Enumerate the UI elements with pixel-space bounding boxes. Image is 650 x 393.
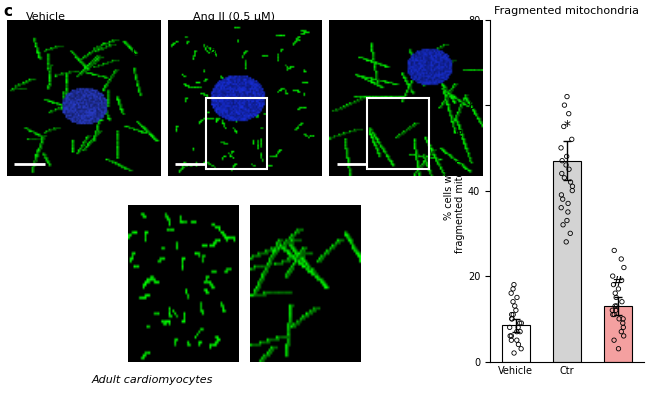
Point [611, 294, 621, 301]
Point [562, 217, 572, 224]
Text: Adult cardiomyocytes: Adult cardiomyocytes [92, 375, 213, 385]
Point [558, 123, 569, 130]
Point [567, 183, 578, 189]
Point [506, 311, 517, 318]
Point [607, 307, 618, 314]
Point [516, 320, 526, 326]
Point [506, 290, 516, 296]
Y-axis label: % cells with
fragmented mitochondria: % cells with fragmented mitochondria [443, 128, 465, 253]
Point [512, 329, 522, 335]
Point [508, 299, 518, 305]
Point [507, 316, 517, 322]
Point [610, 303, 620, 309]
Point [618, 324, 629, 331]
Point [506, 316, 517, 322]
Point [561, 162, 571, 168]
Text: Ang II (0.5 μM): Ang II (0.5 μM) [193, 12, 275, 22]
Point [564, 166, 574, 173]
Point [556, 145, 566, 151]
Point [505, 333, 515, 339]
Point [563, 200, 573, 207]
Point [613, 286, 623, 292]
Point [614, 345, 624, 352]
Point [557, 158, 567, 164]
Point [610, 290, 621, 296]
Point [608, 281, 619, 288]
Point [558, 222, 568, 228]
Point [556, 204, 566, 211]
Point [562, 153, 572, 160]
Point [514, 341, 524, 348]
Point [608, 273, 618, 279]
Point [508, 311, 519, 318]
Point [504, 324, 515, 331]
Point [561, 239, 571, 245]
Point [556, 171, 567, 177]
Bar [206, 98, 267, 169]
Point [516, 345, 526, 352]
Point [609, 247, 619, 253]
Point [619, 333, 629, 339]
Point [612, 303, 622, 309]
Point [564, 110, 574, 117]
Text: *: * [564, 119, 570, 133]
Point [515, 329, 525, 335]
Point [509, 350, 519, 356]
Text: Vehicle: Vehicle [25, 12, 66, 22]
Point [566, 179, 576, 185]
Bar [502, 325, 530, 362]
Text: $\beta$II$_{\rm V5\text{-}3}$: $\beta$II$_{\rm V5\text{-}3}$ [208, 47, 240, 61]
Point [609, 337, 619, 343]
Title: Fragmented mitochondria: Fragmented mitochondria [494, 6, 639, 16]
Point [618, 320, 628, 326]
Point [614, 316, 624, 322]
Point [559, 174, 569, 181]
Point [616, 329, 627, 335]
Point [565, 230, 575, 237]
Point [610, 307, 621, 314]
Point [619, 264, 629, 271]
Point [616, 277, 627, 283]
Point [616, 256, 627, 262]
Point [558, 196, 568, 202]
Point [508, 286, 518, 292]
Point [511, 307, 521, 314]
Text: #: # [612, 275, 624, 289]
Point [609, 311, 619, 318]
Point [567, 136, 577, 143]
Bar [552, 161, 581, 362]
Point [559, 102, 569, 108]
Bar [367, 98, 428, 169]
Point [513, 324, 523, 331]
Point [506, 337, 517, 343]
Point [514, 320, 525, 326]
Text: c: c [3, 4, 12, 19]
Point [608, 311, 618, 318]
Point [512, 337, 522, 343]
Point [512, 294, 522, 301]
Point [563, 209, 573, 215]
Point [510, 303, 520, 309]
Text: Ctr: Ctr [131, 47, 148, 57]
Point [556, 192, 567, 198]
Point [562, 94, 572, 100]
Point [567, 187, 577, 194]
Point [618, 316, 629, 322]
Point [509, 281, 519, 288]
Point [506, 333, 517, 339]
Point [617, 299, 627, 305]
Bar [604, 306, 632, 362]
